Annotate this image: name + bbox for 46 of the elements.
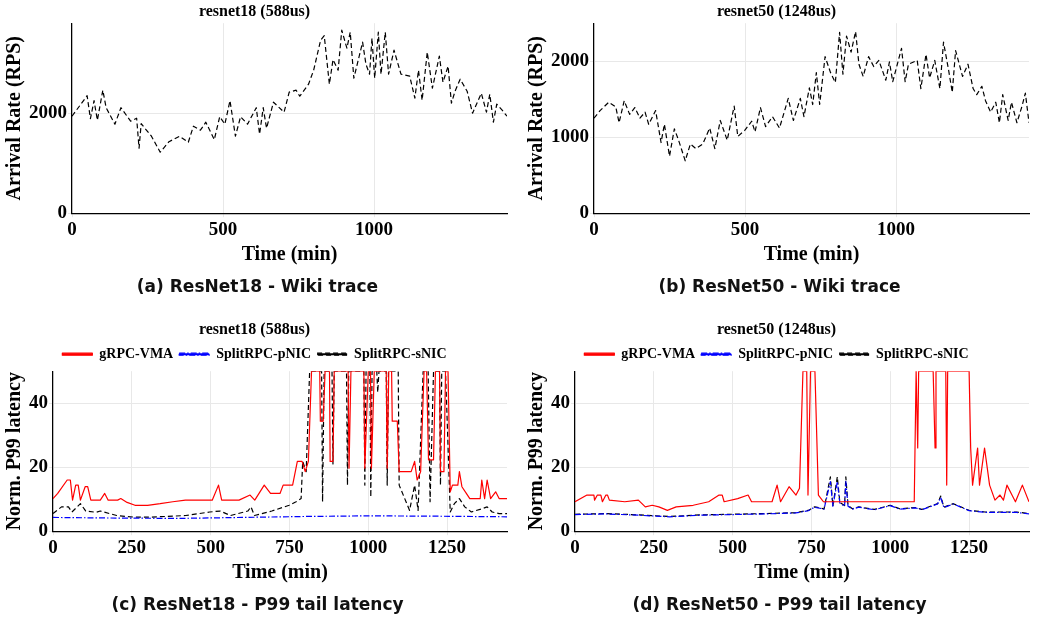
text: (a) ResNet18 - Wiki trace: [135, 276, 380, 296]
x-tick-label: 1250: [428, 535, 467, 557]
x-tick-label: 250: [117, 535, 147, 557]
x-tick-label: 250: [639, 535, 669, 557]
x-tick-label: 1000: [349, 535, 388, 557]
legend-label: SplitRPC-pNIC: [216, 345, 312, 361]
x-axis-title: Time (min): [232, 560, 328, 584]
legend-label: gRPC-VMA: [99, 345, 175, 361]
y-axis-title: Norm. P99 latency: [2, 372, 26, 531]
text: (c) ResNet18 - P99 tail latency: [110, 594, 405, 614]
y-tick-label: 0: [560, 519, 570, 541]
y-axis-title: Arrival Rate (RPS): [2, 36, 26, 201]
chart-title: resnet50 (1248us): [716, 1, 837, 20]
chart-title: resnet18 (588us): [198, 319, 311, 338]
x-tick-label: 1000: [355, 217, 394, 239]
y-axis-title: Norm. P99 latency: [524, 372, 548, 531]
y-tick-label: 0: [579, 201, 589, 223]
y-axis-title: Arrival Rate (RPS): [524, 36, 548, 201]
x-tick-label: 750: [797, 535, 826, 557]
x-tick-label: 500: [196, 535, 225, 557]
y-tick-label: 40: [29, 391, 48, 413]
x-tick-label: 1000: [871, 535, 910, 557]
legend-label: gRPC-VMA: [621, 345, 697, 361]
chart-title: resnet18 (588us): [198, 1, 311, 20]
legend-label: SplitRPC-pNIC: [738, 345, 834, 361]
x-axis-title: Time (min): [754, 560, 850, 584]
x-tick-label: 500: [208, 217, 238, 239]
y-tick-label: 40: [551, 391, 570, 413]
y-tick-label: 2000: [29, 101, 67, 123]
text: (b) ResNet50 - Wiki trace: [657, 276, 902, 296]
legend-label: SplitRPC-sNIC: [354, 345, 447, 361]
x-tick-label: 1000: [877, 217, 916, 239]
x-tick-label: 500: [730, 217, 760, 239]
y-tick-label: 1000: [551, 125, 589, 147]
x-tick-label: 500: [718, 535, 747, 557]
chart-title: resnet50 (1248us): [716, 319, 837, 338]
y-tick-label: 2000: [551, 49, 589, 71]
y-tick-label: 20: [29, 455, 48, 477]
text: (d) ResNet50 - P99 tail latency: [631, 594, 928, 614]
x-tick-label: 750: [275, 535, 304, 557]
x-axis-title: Time (min): [241, 242, 338, 266]
y-tick-label: 20: [551, 455, 570, 477]
legend-label: SplitRPC-sNIC: [876, 345, 969, 361]
x-tick-label: 1250: [950, 535, 989, 557]
x-axis-title: Time (min): [763, 242, 860, 266]
y-tick-label: 0: [38, 519, 48, 541]
